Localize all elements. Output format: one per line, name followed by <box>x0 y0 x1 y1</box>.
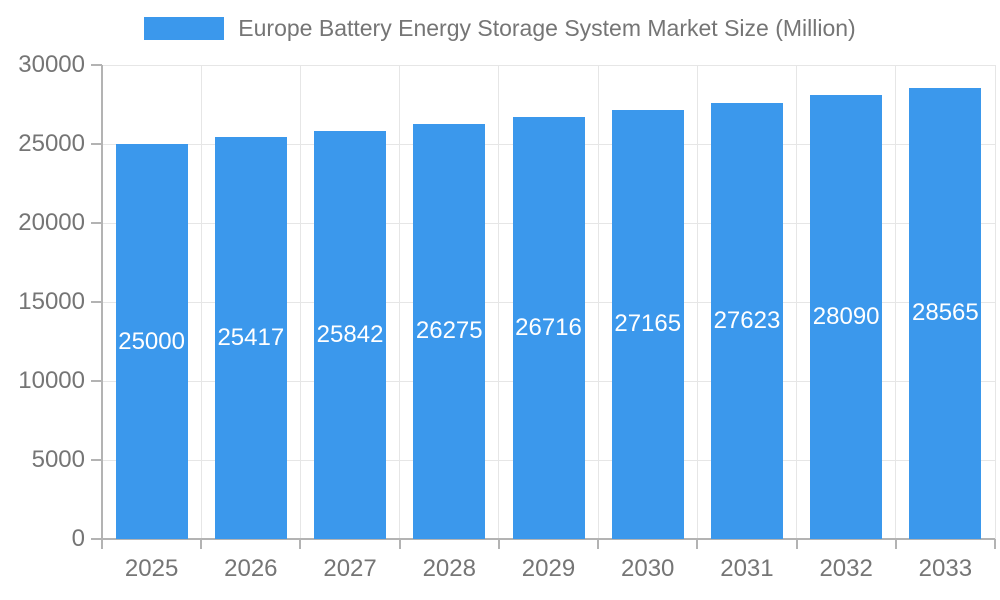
bar-2033: 28565 <box>909 87 982 539</box>
x-gridline <box>696 65 698 539</box>
x-axis-tick <box>200 539 203 549</box>
x-axis-tick <box>894 539 897 549</box>
x-axis-tick <box>398 539 401 549</box>
x-axis-label: 2026 <box>224 555 278 582</box>
bar-value-label: 27623 <box>713 306 781 334</box>
x-axis-label: 2028 <box>422 555 476 582</box>
bar-value-label: 25000 <box>118 327 185 355</box>
y-axis-line <box>101 65 103 549</box>
legend-title: Europe Battery Energy Storage System Mar… <box>238 15 856 41</box>
bar-value-label: 26275 <box>415 317 483 345</box>
x-axis-tick <box>497 539 500 549</box>
y-axis-label: 5000 <box>31 446 85 473</box>
x-gridline <box>498 65 500 539</box>
y-axis-tick <box>91 143 102 145</box>
bar-value-label: 28090 <box>812 303 880 331</box>
bar-2028: 26275 <box>413 123 486 539</box>
bar-2025: 25000 <box>115 144 188 539</box>
x-gridline <box>597 65 599 539</box>
x-gridline <box>895 65 897 539</box>
x-axis-tick <box>994 539 996 549</box>
x-axis-label: 2032 <box>819 555 873 582</box>
chart-legend: Europe Battery Energy Storage System Mar… <box>0 15 1000 41</box>
y-gridline <box>102 64 995 66</box>
bar-2027: 25842 <box>314 130 387 539</box>
y-axis-label: 25000 <box>18 130 85 157</box>
bar-value-label: 26716 <box>515 313 582 341</box>
x-axis-tick <box>299 539 302 549</box>
x-axis-label: 2029 <box>521 555 576 582</box>
x-gridline <box>299 65 301 539</box>
x-axis-label: 2027 <box>323 555 377 582</box>
legend-swatch <box>144 16 225 40</box>
x-axis-tick <box>597 539 600 549</box>
y-axis-tick <box>91 538 102 540</box>
x-gridline <box>796 65 798 539</box>
y-axis-label: 30000 <box>18 51 85 78</box>
bar-value-label: 28565 <box>912 299 979 327</box>
x-axis-label: 2030 <box>621 555 675 582</box>
bar-value-label: 25417 <box>217 324 285 352</box>
y-axis-label: 15000 <box>18 288 85 315</box>
bar-2026: 25417 <box>214 137 287 539</box>
x-axis-line <box>102 538 995 540</box>
x-axis-label: 2033 <box>918 555 973 582</box>
x-axis-tick <box>795 539 798 549</box>
x-axis-tick <box>696 539 699 549</box>
x-gridline <box>399 65 401 539</box>
y-axis-tick <box>91 380 102 382</box>
y-axis-tick <box>91 64 102 66</box>
x-gridline <box>200 65 202 539</box>
bar-2029: 26716 <box>512 116 585 539</box>
y-axis-label: 10000 <box>18 367 85 394</box>
y-axis-label: 0 <box>71 525 85 552</box>
bar-2030: 27165 <box>611 109 684 539</box>
y-axis-tick <box>91 459 102 461</box>
x-gridline <box>994 65 996 539</box>
x-axis-label: 2025 <box>124 555 179 582</box>
bar-2031: 27623 <box>710 102 783 539</box>
y-axis-tick <box>91 301 102 303</box>
bar-2032: 28090 <box>810 95 883 539</box>
y-axis-tick <box>91 222 102 224</box>
y-axis-label: 20000 <box>18 209 85 236</box>
bar-value-label: 27165 <box>614 310 682 338</box>
x-axis-label: 2031 <box>720 555 774 582</box>
bar-value-label: 25842 <box>316 320 384 348</box>
